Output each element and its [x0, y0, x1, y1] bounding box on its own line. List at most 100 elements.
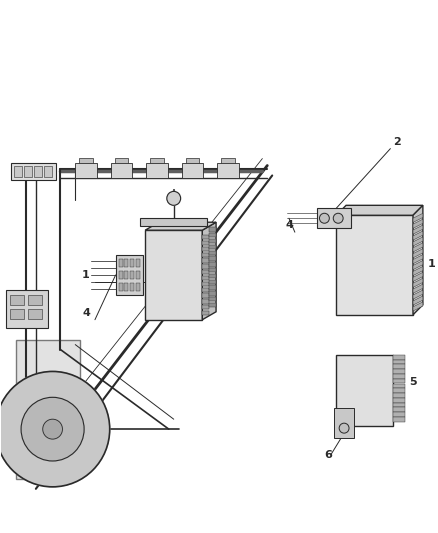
Bar: [202, 305, 209, 310]
Bar: [28, 309, 42, 319]
Bar: [124, 283, 128, 291]
Text: 1: 1: [82, 270, 90, 280]
Bar: [209, 292, 216, 296]
Bar: [209, 239, 216, 243]
Polygon shape: [111, 163, 132, 179]
Bar: [34, 166, 42, 177]
Bar: [131, 271, 134, 279]
Polygon shape: [79, 158, 93, 163]
Text: 2: 2: [393, 136, 401, 147]
Text: 6: 6: [325, 450, 332, 460]
Text: 1: 1: [428, 259, 435, 269]
Circle shape: [333, 213, 343, 223]
Text: 4: 4: [82, 308, 90, 318]
Polygon shape: [413, 231, 423, 240]
Polygon shape: [140, 218, 207, 226]
Polygon shape: [413, 261, 423, 270]
Circle shape: [339, 423, 349, 433]
Polygon shape: [413, 243, 423, 252]
Bar: [10, 295, 24, 305]
Bar: [209, 245, 216, 249]
Bar: [209, 233, 216, 237]
Bar: [209, 280, 216, 284]
Polygon shape: [413, 225, 423, 234]
Bar: [24, 166, 32, 177]
Bar: [28, 295, 42, 305]
Polygon shape: [145, 222, 216, 230]
Polygon shape: [75, 163, 97, 179]
Bar: [131, 283, 134, 291]
Bar: [209, 268, 216, 272]
Polygon shape: [202, 222, 216, 320]
Polygon shape: [413, 237, 423, 246]
Polygon shape: [334, 408, 354, 438]
Polygon shape: [217, 163, 239, 179]
Polygon shape: [393, 384, 405, 388]
Polygon shape: [186, 158, 199, 163]
Polygon shape: [413, 266, 423, 276]
Bar: [44, 166, 52, 177]
Polygon shape: [393, 355, 405, 360]
Bar: [209, 251, 216, 255]
Polygon shape: [145, 230, 202, 320]
Bar: [119, 271, 123, 279]
Bar: [119, 259, 123, 267]
Bar: [202, 235, 209, 239]
Polygon shape: [413, 255, 423, 264]
Polygon shape: [393, 407, 405, 412]
Text: 4: 4: [285, 220, 293, 230]
Polygon shape: [413, 219, 423, 228]
Bar: [209, 274, 216, 278]
Polygon shape: [393, 379, 405, 383]
Bar: [209, 227, 216, 231]
Polygon shape: [146, 163, 168, 179]
Polygon shape: [393, 398, 405, 402]
Bar: [136, 271, 140, 279]
Polygon shape: [413, 213, 423, 222]
Polygon shape: [393, 389, 405, 393]
Circle shape: [21, 397, 84, 461]
Polygon shape: [413, 272, 423, 281]
Bar: [131, 259, 134, 267]
Circle shape: [43, 419, 63, 439]
Bar: [14, 166, 22, 177]
Bar: [202, 299, 209, 304]
Bar: [202, 270, 209, 274]
Bar: [202, 253, 209, 257]
Polygon shape: [393, 360, 405, 365]
Polygon shape: [413, 284, 423, 293]
Polygon shape: [393, 365, 405, 369]
Bar: [202, 288, 209, 292]
Bar: [202, 282, 209, 286]
Bar: [202, 247, 209, 251]
Bar: [136, 283, 140, 291]
Circle shape: [319, 213, 329, 223]
Polygon shape: [413, 249, 423, 258]
Polygon shape: [393, 369, 405, 374]
Bar: [124, 271, 128, 279]
Bar: [202, 276, 209, 280]
Polygon shape: [393, 403, 405, 407]
Bar: [209, 297, 216, 302]
Polygon shape: [336, 354, 393, 426]
Polygon shape: [221, 158, 235, 163]
Bar: [209, 286, 216, 290]
Bar: [136, 259, 140, 267]
Polygon shape: [413, 205, 423, 315]
Bar: [124, 259, 128, 267]
Polygon shape: [393, 412, 405, 417]
Bar: [202, 294, 209, 298]
Bar: [119, 283, 123, 291]
Polygon shape: [336, 205, 423, 215]
Bar: [10, 309, 24, 319]
Circle shape: [167, 191, 180, 205]
Polygon shape: [413, 278, 423, 287]
Polygon shape: [393, 393, 405, 398]
Polygon shape: [115, 158, 128, 163]
Polygon shape: [11, 163, 56, 181]
Bar: [209, 256, 216, 261]
Polygon shape: [182, 163, 203, 179]
Circle shape: [0, 372, 110, 487]
Bar: [202, 264, 209, 269]
Polygon shape: [413, 302, 423, 311]
